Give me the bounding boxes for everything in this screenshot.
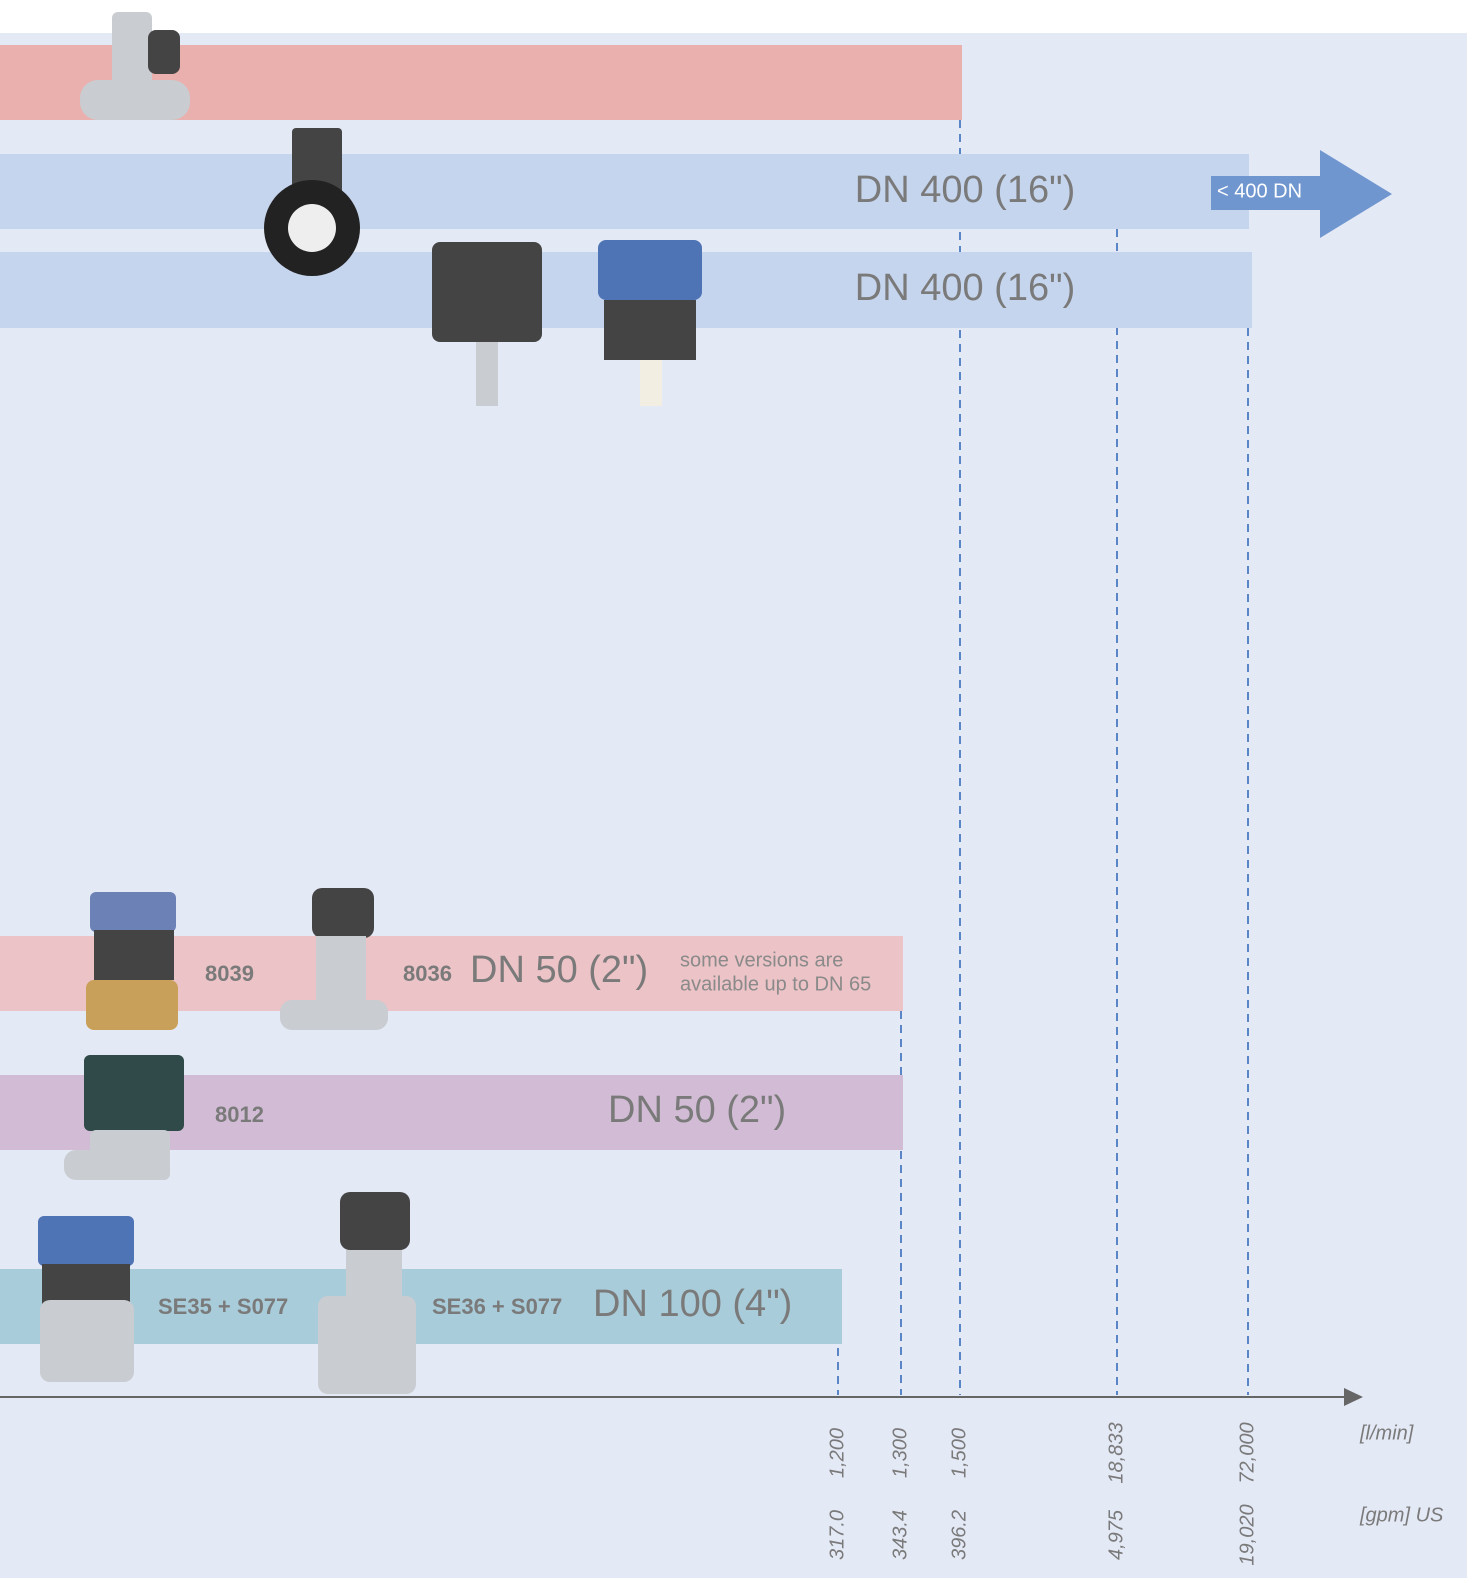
unit-label: [l/min]: [1359, 1422, 1414, 1444]
product-image: [280, 888, 388, 1030]
gpm-tick-label: 317.0: [826, 1510, 848, 1560]
arrow-label: < 400 DN: [1217, 180, 1302, 202]
lpm-tick-label: 18,833: [1105, 1422, 1127, 1483]
gpm-tick-label: 4,975: [1105, 1509, 1127, 1560]
product-image: [64, 1055, 184, 1180]
product-image: [432, 242, 542, 406]
model-label: 8012: [215, 1102, 264, 1127]
range-bar: [0, 1269, 842, 1344]
note: available up to DN 65: [680, 973, 871, 995]
product-image: [598, 240, 702, 406]
range-bar: [0, 154, 1249, 229]
axis-arrow: [1344, 1388, 1363, 1406]
product-image: [264, 128, 360, 276]
product-image: [38, 1216, 134, 1382]
note: some versions are: [680, 949, 843, 971]
arrow-head: [1320, 150, 1392, 238]
size-label: DN 400 (16"): [855, 267, 1075, 309]
lpm-tick-label: 1,500: [948, 1428, 970, 1478]
product-image: [86, 892, 178, 1030]
gpm-tick-label: 343.4: [889, 1510, 911, 1560]
size-label: DN 100 (4"): [593, 1283, 792, 1325]
arrow-body: [1211, 176, 1321, 210]
lpm-tick-label: 1,300: [889, 1428, 911, 1478]
gpm-tick-label: 396.2: [948, 1510, 970, 1560]
product-image: [80, 12, 190, 120]
model-label: SE36 + S077: [432, 1294, 562, 1319]
model-label: SE35 + S077: [158, 1294, 288, 1319]
lpm-tick-label: 1,200: [826, 1428, 848, 1478]
gpm-tick-label: 19,020: [1236, 1504, 1258, 1565]
size-label: DN 400 (16"): [855, 169, 1075, 211]
size-label: DN 50 (2"): [470, 949, 648, 991]
size-label: DN 50 (2"): [608, 1089, 786, 1131]
lpm-tick-label: 72,000: [1236, 1422, 1258, 1483]
model-label: 8039: [205, 961, 254, 986]
unit-label: [gpm] US: [1359, 1504, 1444, 1526]
model-label: 8036: [403, 961, 452, 986]
product-image: [318, 1192, 416, 1394]
